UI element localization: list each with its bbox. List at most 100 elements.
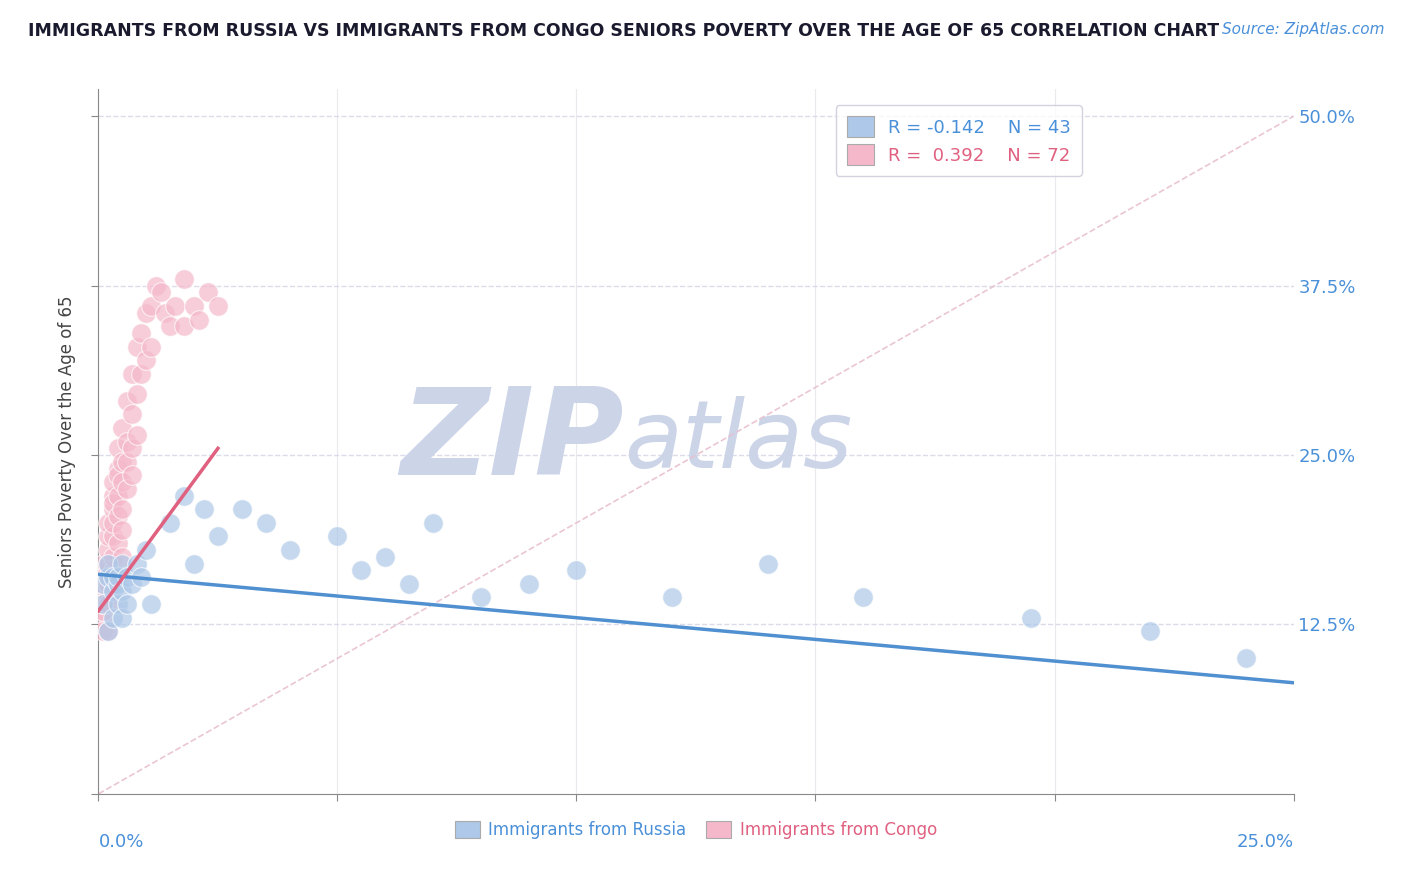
Point bbox=[91, 577, 114, 591]
Point bbox=[661, 591, 683, 605]
Point bbox=[139, 340, 162, 354]
Point bbox=[115, 482, 138, 496]
Point bbox=[115, 434, 138, 449]
Point bbox=[97, 577, 120, 591]
Point bbox=[107, 509, 129, 524]
Point bbox=[111, 421, 134, 435]
Point bbox=[125, 557, 148, 571]
Point bbox=[121, 468, 143, 483]
Point bbox=[97, 624, 120, 639]
Point bbox=[374, 549, 396, 564]
Point bbox=[91, 577, 114, 591]
Point bbox=[101, 489, 124, 503]
Point bbox=[101, 475, 124, 490]
Point bbox=[115, 455, 138, 469]
Point bbox=[756, 557, 779, 571]
Point bbox=[173, 319, 195, 334]
Point bbox=[97, 591, 120, 605]
Point bbox=[111, 610, 134, 624]
Point bbox=[107, 536, 129, 550]
Point bbox=[91, 570, 114, 584]
Point bbox=[91, 597, 114, 611]
Point bbox=[125, 340, 148, 354]
Point bbox=[187, 312, 209, 326]
Point bbox=[163, 299, 186, 313]
Point bbox=[183, 299, 205, 313]
Point bbox=[131, 367, 153, 381]
Point bbox=[131, 326, 153, 340]
Point bbox=[101, 577, 124, 591]
Point bbox=[278, 543, 301, 558]
Point bbox=[91, 624, 114, 639]
Legend: Immigrants from Russia, Immigrants from Congo: Immigrants from Russia, Immigrants from … bbox=[449, 814, 943, 846]
Point bbox=[107, 577, 129, 591]
Point bbox=[101, 529, 124, 543]
Point bbox=[115, 597, 138, 611]
Point bbox=[231, 502, 253, 516]
Point bbox=[97, 570, 120, 584]
Point bbox=[111, 523, 134, 537]
Point bbox=[101, 583, 124, 598]
Point bbox=[517, 577, 540, 591]
Point bbox=[107, 489, 129, 503]
Point bbox=[91, 597, 114, 611]
Point bbox=[565, 563, 588, 577]
Point bbox=[135, 306, 157, 320]
Point bbox=[197, 285, 219, 300]
Y-axis label: Seniors Poverty Over the Age of 65: Seniors Poverty Over the Age of 65 bbox=[58, 295, 76, 588]
Point bbox=[135, 353, 157, 368]
Point bbox=[101, 495, 124, 509]
Text: 25.0%: 25.0% bbox=[1236, 832, 1294, 851]
Point bbox=[91, 570, 114, 584]
Point bbox=[207, 529, 229, 543]
Text: IMMIGRANTS FROM RUSSIA VS IMMIGRANTS FROM CONGO SENIORS POVERTY OVER THE AGE OF : IMMIGRANTS FROM RUSSIA VS IMMIGRANTS FRO… bbox=[28, 22, 1219, 40]
Point bbox=[135, 543, 157, 558]
Point bbox=[97, 570, 120, 584]
Point bbox=[111, 502, 134, 516]
Point bbox=[111, 557, 134, 571]
Point bbox=[1234, 651, 1257, 665]
Point bbox=[207, 299, 229, 313]
Point bbox=[91, 583, 114, 598]
Point bbox=[111, 583, 134, 598]
Point bbox=[91, 591, 114, 605]
Point bbox=[97, 597, 120, 611]
Text: atlas: atlas bbox=[624, 396, 852, 487]
Text: Source: ZipAtlas.com: Source: ZipAtlas.com bbox=[1222, 22, 1385, 37]
Point bbox=[111, 549, 134, 564]
Point bbox=[1019, 610, 1042, 624]
Point bbox=[852, 591, 875, 605]
Point bbox=[115, 393, 138, 408]
Point bbox=[121, 367, 143, 381]
Point bbox=[422, 516, 444, 530]
Point bbox=[107, 468, 129, 483]
Point bbox=[139, 299, 162, 313]
Point bbox=[111, 475, 134, 490]
Point bbox=[101, 563, 124, 577]
Point bbox=[125, 427, 148, 442]
Point bbox=[97, 577, 120, 591]
Point bbox=[101, 570, 124, 584]
Point bbox=[326, 529, 349, 543]
Point bbox=[97, 557, 120, 571]
Point bbox=[101, 610, 124, 624]
Point bbox=[97, 624, 120, 639]
Point bbox=[91, 597, 114, 611]
Point bbox=[173, 489, 195, 503]
Point bbox=[91, 577, 114, 591]
Point bbox=[107, 442, 129, 456]
Point bbox=[149, 285, 172, 300]
Point bbox=[121, 442, 143, 456]
Point bbox=[155, 306, 177, 320]
Point bbox=[111, 455, 134, 469]
Point bbox=[145, 278, 167, 293]
Point bbox=[398, 577, 420, 591]
Point bbox=[101, 516, 124, 530]
Point bbox=[97, 529, 120, 543]
Point bbox=[1139, 624, 1161, 639]
Point bbox=[107, 597, 129, 611]
Point bbox=[121, 408, 143, 422]
Point bbox=[139, 597, 162, 611]
Point bbox=[350, 563, 373, 577]
Point bbox=[159, 319, 181, 334]
